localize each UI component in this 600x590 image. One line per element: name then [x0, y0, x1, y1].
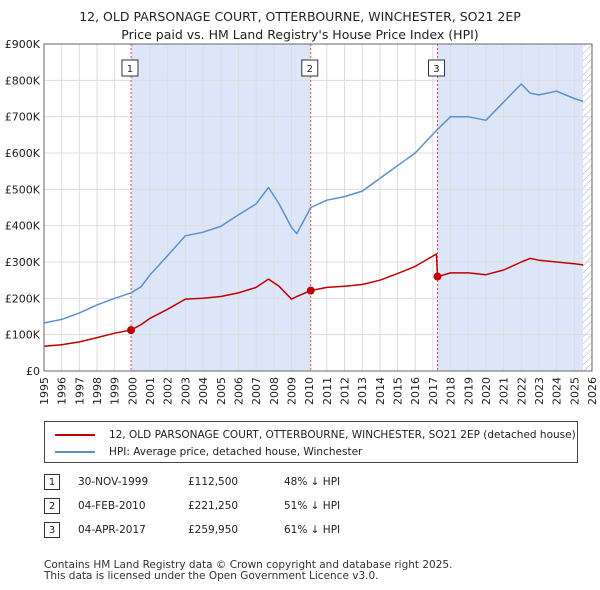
x-tick-label: 2026 [586, 377, 599, 405]
x-tick-label: 2013 [356, 377, 369, 405]
sale-number-badge: 3 [44, 522, 60, 538]
y-tick-label: £500K [5, 183, 41, 196]
x-tick-label: 2006 [232, 377, 245, 405]
x-tick-label: 2010 [303, 377, 316, 405]
x-tick-label: 2021 [498, 377, 511, 405]
legend-item-hpi: HPI: Average price, detached house, Winc… [55, 444, 362, 460]
sale-number-badge: 1 [44, 474, 60, 490]
x-tick-label: 2025 [568, 377, 581, 405]
legend-swatch-property [55, 434, 95, 436]
sale-number-badge: 2 [44, 498, 60, 514]
x-tick-label: 2024 [551, 377, 564, 405]
sale-number-label: 1 [127, 64, 133, 75]
y-tick-label: £700K [5, 111, 41, 124]
x-tick-label: 2023 [533, 377, 546, 405]
y-tick-label: £0 [26, 365, 40, 378]
sale-date: 04-FEB-2010 [78, 500, 146, 512]
y-tick-label: £900K [5, 38, 41, 51]
sale-price: £112,500 [188, 476, 239, 488]
x-tick-label: 2004 [197, 377, 210, 405]
sale-row: 2 04-FEB-2010 £221,250 51% ↓ HPI [44, 494, 340, 518]
x-tick-label: 2012 [339, 377, 352, 405]
sale-hpi-delta: 61% ↓ HPI [284, 524, 341, 536]
x-tick-label: 2020 [480, 377, 493, 405]
y-tick-label: £800K [5, 74, 41, 87]
sale-number-box [427, 59, 445, 77]
sale-row: 1 30-NOV-1999 £112,500 48% ↓ HPI [44, 470, 340, 494]
x-tick-label: 2003 [179, 377, 192, 405]
sale-point [433, 272, 442, 281]
x-tick-label: 2016 [409, 377, 422, 405]
sale-number-box [301, 59, 319, 77]
x-tick-label: 2015 [392, 377, 405, 405]
footer-copyright: Contains HM Land Registry data © Crown c… [44, 559, 453, 571]
x-tick-label: 2018 [445, 377, 458, 405]
x-tick-label: 2017 [427, 377, 440, 405]
y-tick-label: £200K [5, 292, 41, 305]
sale-number-box [121, 59, 139, 77]
x-tick-label: 2007 [250, 377, 263, 405]
footer-licence: This data is licensed under the Open Gov… [44, 570, 379, 582]
y-tick-label: £400K [5, 220, 41, 233]
sale-number-label: 2 [307, 64, 313, 75]
hpi-line [43, 83, 584, 324]
forecast-hatch [583, 44, 592, 371]
sale-point [306, 286, 315, 295]
price-chart: 1 2 3 £0 £100K £200K £300K £400K £500K £600K £700… [5, 38, 599, 405]
x-tick-label: 2009 [285, 377, 298, 405]
sale-hpi-delta: 51% ↓ HPI [284, 500, 341, 512]
x-tick-label: 1997 [73, 377, 86, 405]
sale-date: 30-NOV-1999 [78, 476, 149, 488]
sale-row: 3 04-APR-2017 £259,950 61% ↓ HPI [44, 518, 340, 542]
sale-number-label: 3 [433, 64, 439, 75]
chart-subtitle: Price paid vs. HM Land Registry's House … [121, 27, 479, 42]
legend-item-property: 12, OLD PARSONAGE COURT, OTTERBOURNE, WI… [55, 427, 576, 443]
sale-date: 04-APR-2017 [78, 524, 146, 536]
legend-swatch-hpi [55, 451, 95, 453]
y-tick-label: £600K [5, 147, 41, 160]
legend-label-hpi: HPI: Average price, detached house, Winc… [109, 446, 363, 458]
y-tick-label: £100K [5, 329, 41, 342]
y-tick-label: £300K [5, 256, 41, 269]
x-tick-label: 2014 [374, 377, 387, 405]
x-tick-label: 2022 [515, 377, 528, 405]
legend-label-property: 12, OLD PARSONAGE COURT, OTTERBOURNE, WI… [109, 429, 576, 441]
x-tick-label: 1995 [38, 377, 51, 405]
x-tick-label: 2011 [321, 377, 334, 405]
x-tick-label: 2002 [162, 377, 175, 405]
x-tick-label: 2019 [462, 377, 475, 405]
sales-table: 1 30-NOV-1999 £112,500 48% ↓ HPI 2 04-FE… [44, 470, 340, 542]
x-tick-label: 2000 [126, 377, 139, 405]
x-tick-label: 2005 [215, 377, 228, 405]
chart-title: 12, OLD PARSONAGE COURT, OTTERBOURNE, WI… [0, 8, 600, 44]
sale-hpi-delta: 48% ↓ HPI [284, 476, 341, 488]
x-tick-label: 2001 [144, 377, 157, 405]
x-tick-label: 1999 [109, 377, 122, 405]
chart-title-line1: 12, OLD PARSONAGE COURT, OTTERBOURNE, WI… [79, 9, 521, 24]
sale-point [126, 326, 135, 335]
x-tick-label: 2008 [268, 377, 281, 405]
x-tick-label: 1998 [91, 377, 104, 405]
plot-frame [43, 43, 593, 372]
chart-legend: 12, OLD PARSONAGE COURT, OTTERBOURNE, WI… [44, 421, 578, 463]
x-tick-label: 1996 [56, 377, 69, 405]
sale-price: £259,950 [188, 524, 239, 536]
sale-price: £221,250 [188, 500, 239, 512]
footer-attribution: Contains HM Land Registry data © Crown c… [44, 560, 452, 582]
ownership-shade [437, 44, 584, 371]
